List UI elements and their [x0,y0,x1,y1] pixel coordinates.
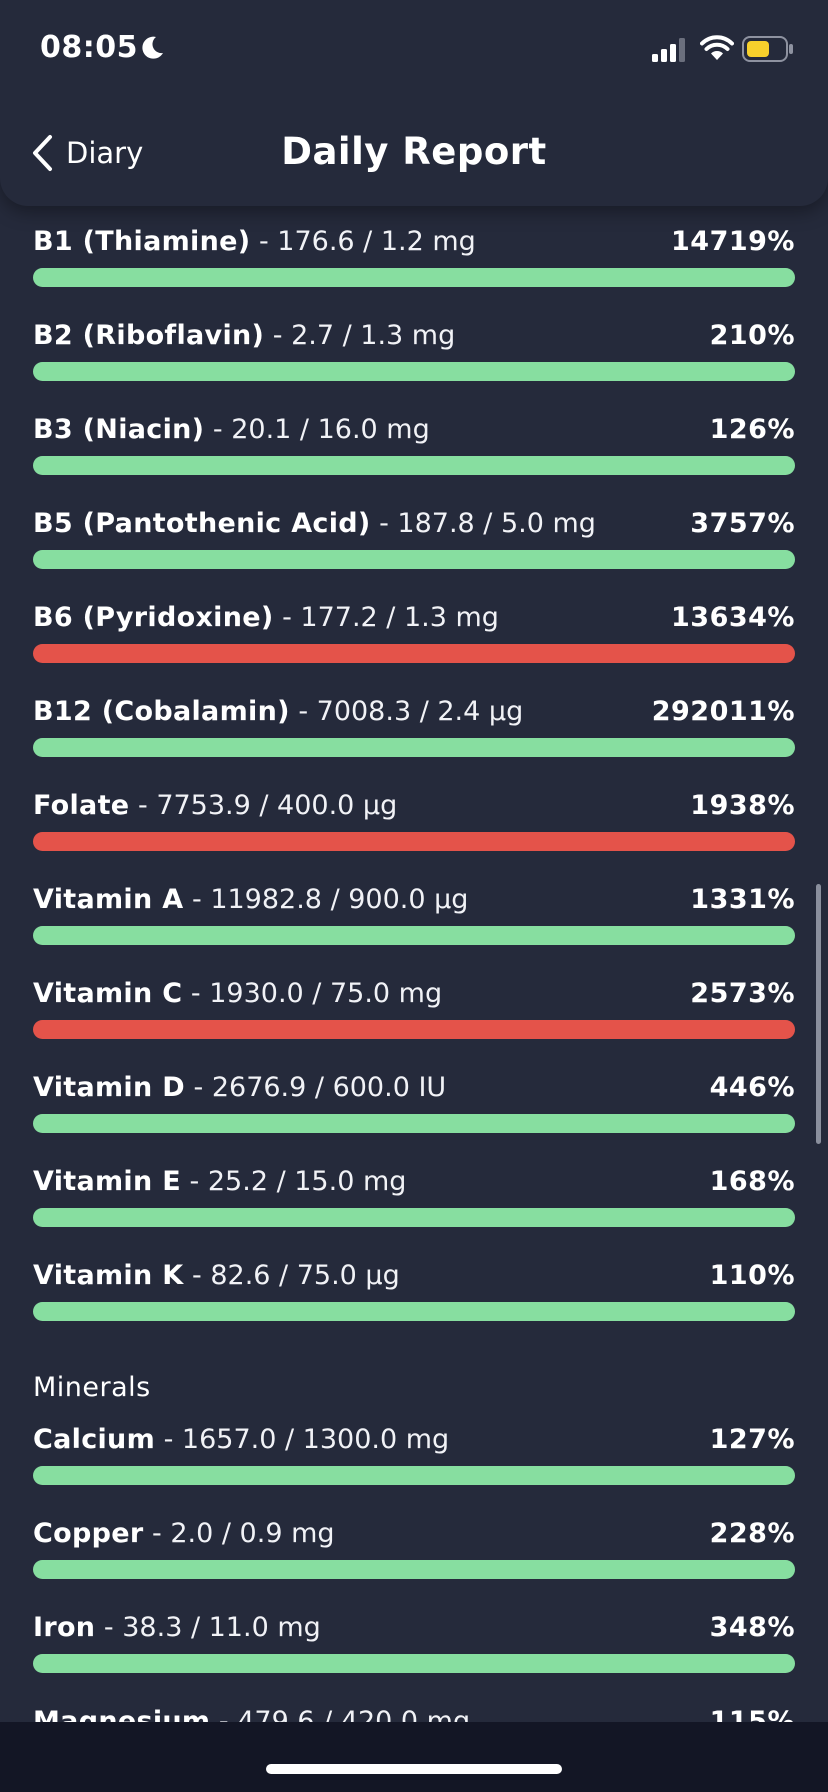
progress-bar [33,1466,795,1485]
nutrient-name: B5 (Pantothenic Acid) [33,508,371,539]
nutrient-percent: 446% [709,1072,795,1103]
wifi-icon [700,35,734,60]
nutrient-name: B12 (Cobalamin) [33,696,290,727]
nutrient-amount: - 7753.9 / 400.0 µg [129,790,398,821]
nutrient-percent: 14719% [671,226,795,257]
status-time: 08:05 [40,30,138,65]
nutrient-amount: - 1657.0 / 1300.0 mg [155,1424,450,1455]
nutrient-amount: - 2.0 / 0.9 mg [143,1518,335,1549]
nutrient-row-folate: Folate - 7753.9 / 400.0 µg 1938% [33,790,795,851]
nutrient-row-b5: B5 (Pantothenic Acid) - 187.8 / 5.0 mg 3… [33,508,795,569]
battery-icon [742,36,793,62]
nutrient-name: Folate [33,790,130,821]
nutrient-row-vitamin-c: Vitamin C - 1930.0 / 75.0 mg 2573% [33,978,795,1039]
nutrient-amount: - 2.7 / 1.3 mg [264,320,456,351]
progress-bar [33,1654,795,1673]
progress-bar [33,832,795,851]
nutrient-name: Magnesium [33,1706,211,1722]
nutrient-row-calcium: Calcium - 1657.0 / 1300.0 mg 127% [33,1424,795,1485]
nutrient-amount: - 479.6 / 420.0 mg [210,1706,471,1722]
nutrient-percent: 348% [709,1612,795,1643]
nutrient-row-copper: Copper - 2.0 / 0.9 mg 228% [33,1518,795,1579]
nutrient-row-b2: B2 (Riboflavin) - 2.7 / 1.3 mg 210% [33,320,795,381]
nutrient-percent: 126% [709,414,795,445]
report-content[interactable]: B1 (Thiamine) - 176.6 / 1.2 mg 14719% B2… [0,0,828,1722]
nutrient-amount: - 1930.0 / 75.0 mg [182,978,443,1009]
nutrient-percent: 115% [709,1706,795,1722]
nutrient-amount: - 176.6 / 1.2 mg [250,226,476,257]
nutrient-percent: 127% [709,1424,795,1455]
nutrient-name: Copper [33,1518,144,1549]
cellular-signal-icon [652,38,685,62]
progress-bar [33,550,795,569]
nutrient-amount: - 2676.9 / 600.0 IU [184,1072,447,1103]
nutrient-row-vitamin-k: Vitamin K - 82.6 / 75.0 µg 110% [33,1260,795,1321]
bottom-safe-area [0,1722,828,1792]
progress-bar [33,738,795,757]
nutrient-name: Calcium [33,1424,156,1455]
back-button[interactable]: Diary [30,128,143,178]
nutrient-name: B1 (Thiamine) [33,226,251,257]
nutrient-row-vitamin-a: Vitamin A - 11982.8 / 900.0 µg 1331% [33,884,795,945]
nutrient-name: Vitamin E [33,1166,181,1197]
nutrient-name: Vitamin D [33,1072,185,1103]
nutrient-name: B6 (Pyridoxine) [33,602,274,633]
progress-bar [33,1020,795,1039]
nutrient-name: Iron [33,1612,96,1643]
nutrient-amount: - 187.8 / 5.0 mg [370,508,596,539]
progress-bar [33,926,795,945]
nutrient-percent: 292011% [651,696,795,727]
nutrient-amount: - 25.2 / 15.0 mg [180,1166,407,1197]
nutrient-row-b6: B6 (Pyridoxine) - 177.2 / 1.3 mg 13634% [33,602,795,663]
nutrient-row-b1: B1 (Thiamine) - 176.6 / 1.2 mg 14719% [33,226,795,287]
progress-bar [33,644,795,663]
moon-icon [142,36,163,59]
nutrient-amount: - 82.6 / 75.0 µg [183,1260,400,1291]
nutrient-percent: 3757% [690,508,795,539]
home-indicator[interactable] [266,1764,562,1774]
progress-bar [33,1114,795,1133]
nutrient-amount: - 177.2 / 1.3 mg [273,602,499,633]
section-heading-minerals: Minerals [33,1372,151,1403]
nutrient-name: Vitamin A [33,884,184,915]
progress-bar [33,362,795,381]
chevron-left-icon [33,135,52,171]
nutrient-percent: 168% [709,1166,795,1197]
nutrient-row-b12: B12 (Cobalamin) - 7008.3 / 2.4 µg 292011… [33,696,795,757]
nutrient-percent: 228% [709,1518,795,1549]
nutrient-percent: 13634% [671,602,795,633]
nutrient-row-iron: Iron - 38.3 / 11.0 mg 348% [33,1612,795,1673]
progress-bar [33,1302,795,1321]
nutrient-name: Vitamin C [33,978,183,1009]
nutrient-row-b3: B3 (Niacin) - 20.1 / 16.0 mg 126% [33,414,795,475]
nutrient-amount: - 11982.8 / 900.0 µg [183,884,469,915]
nutrient-row-magnesium: Magnesium - 479.6 / 420.0 mg 115% [33,1706,795,1722]
progress-bar [33,1208,795,1227]
nutrient-amount: - 38.3 / 11.0 mg [95,1612,321,1643]
nutrient-row-vitamin-e: Vitamin E - 25.2 / 15.0 mg 168% [33,1166,795,1227]
nutrient-amount: - 20.1 / 16.0 mg [204,414,430,445]
header: 08:05 Diary Daily Report [0,0,828,206]
nutrient-percent: 1938% [690,790,795,821]
nutrient-percent: 1331% [690,884,795,915]
progress-bar [33,268,795,287]
nutrient-name: B3 (Niacin) [33,414,205,445]
back-label: Diary [66,136,144,170]
nutrient-amount: - 7008.3 / 2.4 µg [289,696,524,727]
nutrient-name: Vitamin K [33,1260,184,1291]
progress-bar [33,1560,795,1579]
nutrient-row-vitamin-d: Vitamin D - 2676.9 / 600.0 IU 446% [33,1072,795,1133]
nutrient-percent: 110% [709,1260,795,1291]
nutrient-percent: 2573% [690,978,795,1009]
nutrient-percent: 210% [709,320,795,351]
progress-bar [33,456,795,475]
scroll-indicator[interactable] [816,884,821,1144]
page-title: Daily Report [281,130,547,173]
nutrient-name: B2 (Riboflavin) [33,320,265,351]
